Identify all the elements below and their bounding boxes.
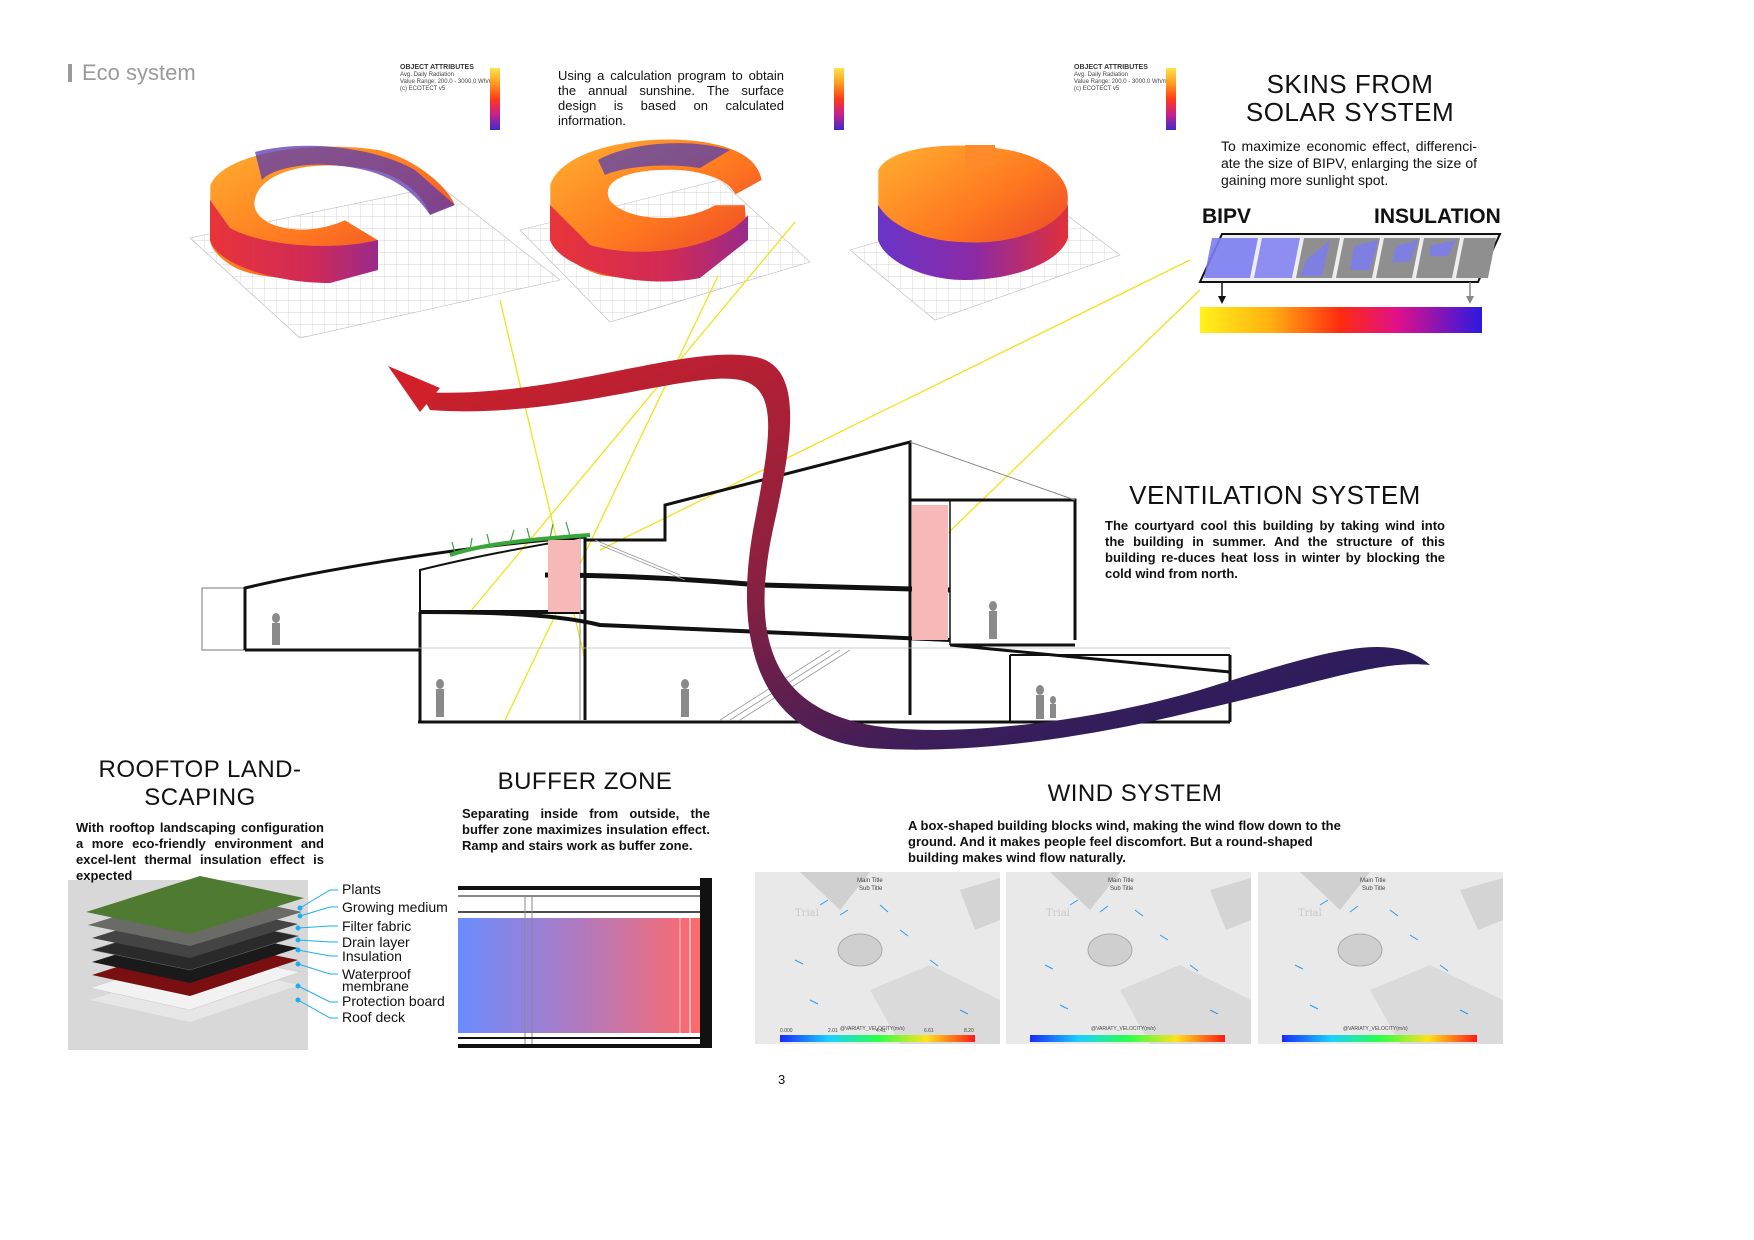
radiation-legend-1: OBJECT ATTRIBUTES Avg. Daily Radiation V… bbox=[400, 64, 510, 93]
bipv-label: BIPV bbox=[1202, 205, 1252, 228]
bipv-panel-strip bbox=[1198, 233, 1502, 333]
ventilation-text: The courtyard cool this building by taki… bbox=[1105, 518, 1445, 581]
rooftop-title: ROOFTOP LAND- SCAPING bbox=[80, 756, 320, 812]
header-bar bbox=[68, 64, 72, 82]
insulation-label: INSULATION bbox=[1374, 205, 1501, 228]
rooftop-title-line2: SCAPING bbox=[144, 784, 256, 811]
ventilation-flow-arrow bbox=[388, 354, 1430, 750]
panel-main-title: Main Title bbox=[1108, 878, 1134, 884]
sunshine-note: Using a calculation program to obtain th… bbox=[558, 68, 784, 128]
panel-sub-title: Sub Title bbox=[859, 886, 883, 892]
solar-model-3 bbox=[849, 144, 1121, 321]
legend-range: Value Range: 200.0 - 3000.0 Wh/m2 bbox=[1074, 79, 1171, 85]
layer-waterproof: Waterproof bbox=[342, 966, 411, 982]
rooftop-label-leaders bbox=[295, 889, 338, 1019]
legend-range: Value Range: 200.0 - 3000.0 Wh/m2 bbox=[400, 79, 497, 85]
legend-credit: (c) ECOTECT v5 bbox=[1074, 86, 1120, 92]
rooftop-title-line1: ROOFTOP LAND- bbox=[98, 756, 302, 783]
layer-drain-layer: Drain layer bbox=[342, 934, 410, 950]
rooftop-layers-render bbox=[68, 876, 308, 1050]
radiation-scale-2 bbox=[834, 68, 844, 130]
rooftop-text: With rooftop landscaping configuration a… bbox=[76, 820, 324, 883]
layer-growing-medium: Growing medium bbox=[342, 899, 448, 915]
buffer-zone-detail bbox=[458, 878, 712, 1048]
building-section bbox=[201, 440, 1232, 724]
wind-text: A box-shaped building blocks wind, makin… bbox=[908, 818, 1341, 865]
radiation-scale-1 bbox=[490, 68, 500, 130]
legend-title: OBJECT ATTRIBUTES bbox=[1074, 64, 1148, 71]
skins-text: To maximize economic effect, differenci-… bbox=[1221, 138, 1477, 188]
wind-scale-ticks: 0.000 2.01 4.41 6.61 8.20 bbox=[780, 1028, 975, 1036]
wind-title: WIND SYSTEM bbox=[1047, 780, 1223, 807]
layer-roof-deck: Roof deck bbox=[342, 1009, 406, 1025]
wind-panel-2 bbox=[1006, 872, 1251, 1044]
scale-label: @VARIATY_VELOCITY(m/s) bbox=[840, 1026, 905, 1032]
radiation-scale-3 bbox=[1166, 68, 1176, 130]
grass-roof bbox=[449, 521, 591, 557]
page-number: 3 bbox=[778, 1072, 786, 1087]
buffer-text: Separating inside from outside, the buff… bbox=[462, 806, 710, 853]
panel-main-title: Main Title bbox=[857, 878, 883, 884]
panel-sub-title: Sub Title bbox=[1110, 886, 1134, 892]
wind-panel-labels-2: Main Title Sub Title Trial @VARIATY_VELO… bbox=[1006, 874, 1251, 1044]
solar-model-2 bbox=[519, 139, 811, 323]
wind-panel-labels-1: Main Title Sub Title Trial @VARIATY_VELO… bbox=[755, 874, 1000, 1044]
panel-watermark: Trial bbox=[1298, 908, 1322, 919]
solar-model-1 bbox=[189, 145, 561, 339]
radiation-legend-3: OBJECT ATTRIBUTES Avg. Daily Radiation V… bbox=[1074, 64, 1184, 93]
scale-tick: 6.61 bbox=[924, 1028, 934, 1034]
wind-sim-panels bbox=[755, 872, 1503, 1044]
layer-membrane: membrane bbox=[342, 978, 409, 994]
legend-title: OBJECT ATTRIBUTES bbox=[400, 64, 474, 71]
sun-lines bbox=[469, 221, 1201, 721]
scale-tick: 8.20 bbox=[964, 1028, 974, 1034]
panel-main-title: Main Title bbox=[1360, 878, 1386, 884]
layer-plants: Plants bbox=[342, 881, 381, 897]
panel-watermark: Trial bbox=[795, 908, 819, 919]
skins-title-line2: SOLAR SYSTEM bbox=[1245, 97, 1455, 127]
wind-panel-3 bbox=[1258, 872, 1503, 1044]
scale-tick: 0.000 bbox=[780, 1028, 793, 1034]
layer-filter-fabric: Filter fabric bbox=[342, 918, 412, 934]
scale-label: @VARIATY_VELOCITY(m/s) bbox=[1091, 1026, 1156, 1032]
panel-sub-title: Sub Title bbox=[1362, 886, 1386, 892]
layer-protection-board: Protection board bbox=[342, 993, 445, 1009]
buffer-title: BUFFER ZONE bbox=[497, 768, 673, 795]
wind-panel-1 bbox=[755, 872, 1000, 1044]
wind-panel-labels-3: Main Title Sub Title Trial @VARIATY_VELO… bbox=[1258, 874, 1503, 1044]
scale-tick: 4.41 bbox=[876, 1028, 886, 1034]
legend-subtitle: Avg. Daily Radiation bbox=[400, 72, 454, 78]
scale-label: @VARIATY_VELOCITY(m/s) bbox=[1343, 1026, 1408, 1032]
legend-subtitle: Avg. Daily Radiation bbox=[1074, 72, 1128, 78]
wind-vectors bbox=[794, 899, 1469, 1015]
ventilation-title: VENTILATION SYSTEM bbox=[1129, 480, 1421, 510]
legend-credit: (c) ECOTECT v5 bbox=[400, 86, 446, 92]
section-title: Eco system bbox=[82, 60, 196, 85]
skins-title-line1: SKINS FROM bbox=[1266, 69, 1434, 99]
scale-tick: 2.01 bbox=[828, 1028, 838, 1034]
skins-title: SKINS FROM SOLAR SYSTEM bbox=[1215, 70, 1485, 126]
layer-insulation: Insulation bbox=[342, 948, 402, 964]
panel-watermark: Trial bbox=[1046, 908, 1070, 919]
